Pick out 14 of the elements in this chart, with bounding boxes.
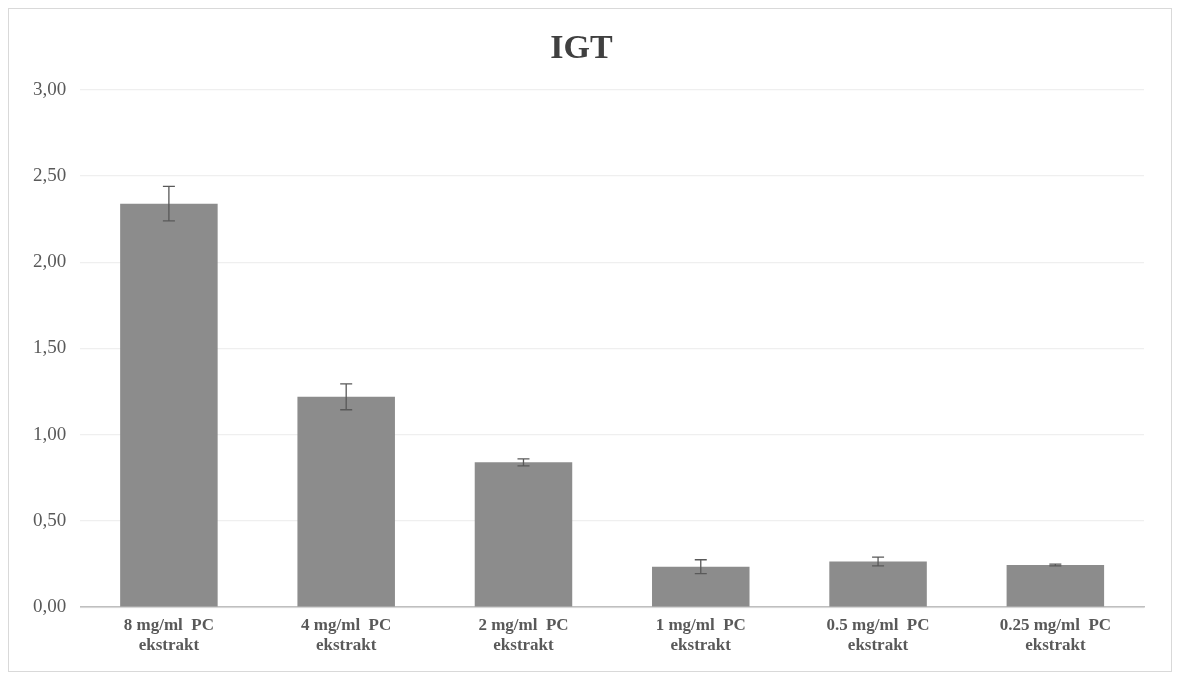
- x-tick-label: 0.5 mg/ml PC ekstrakt: [826, 614, 930, 655]
- x-tick-label: 8 mg/ml PC ekstrakt: [123, 614, 214, 655]
- y-tick-label: 1,00: [33, 422, 67, 444]
- y-tick-label: 1,50: [33, 336, 67, 358]
- y-tick-label: 2,00: [33, 250, 67, 272]
- x-tick-label: 4 mg/ml PC ekstrakt: [301, 614, 392, 655]
- y-tick-label: 0,00: [33, 595, 67, 617]
- chart-title: IGT: [550, 28, 613, 66]
- x-tick-label: 0.25 mg/ml PC ekstrakt: [999, 614, 1112, 655]
- y-tick-label: 0,50: [33, 508, 67, 530]
- x-tick-label: 2 mg/ml PC ekstrakt: [478, 614, 569, 655]
- y-tick-label: 2,50: [33, 164, 67, 186]
- x-tick-label: 1 mg/ml PC ekstrakt: [655, 614, 746, 655]
- y-tick-label: 3,00: [33, 77, 67, 99]
